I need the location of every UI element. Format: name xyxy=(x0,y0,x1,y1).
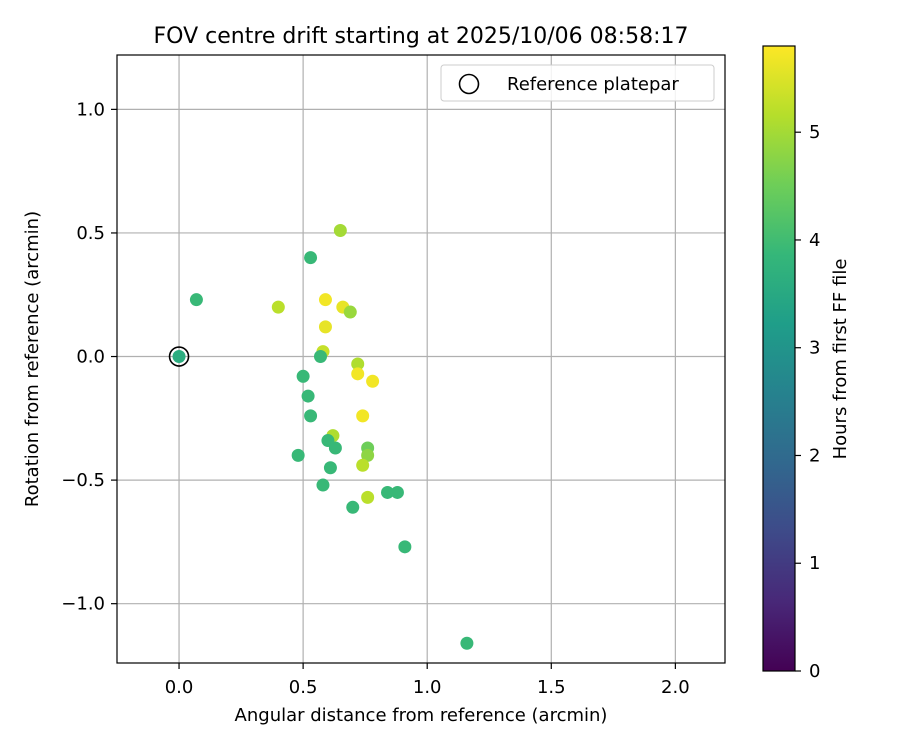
data-point xyxy=(351,367,365,381)
plot-frame xyxy=(116,54,726,664)
data-point xyxy=(328,441,342,455)
data-point xyxy=(271,300,285,314)
data-point xyxy=(189,293,203,307)
y-tick-label: 1.0 xyxy=(76,99,105,120)
data-point xyxy=(301,389,315,403)
x-axis-label: Angular distance from reference (arcmin) xyxy=(235,705,608,726)
reference-marker xyxy=(168,346,190,367)
colorbar-ticks: 0 1 2 3 4 5 xyxy=(795,122,820,682)
data-point xyxy=(398,540,412,554)
data-point xyxy=(390,485,404,499)
x-tick-label: 2.0 xyxy=(661,677,690,698)
data-point xyxy=(296,369,310,383)
data-point xyxy=(333,223,347,237)
data-point xyxy=(313,350,327,364)
data-point xyxy=(361,490,375,504)
y-tick-label: 0.5 xyxy=(76,223,105,244)
data-point xyxy=(304,251,318,265)
y-tick-label: −0.5 xyxy=(61,470,105,491)
data-point xyxy=(351,357,365,371)
colorbar-tick-label: 5 xyxy=(809,122,820,143)
axis-ticks: 0.0 0.5 1.0 1.5 2.0 1.0 0.5 0.0 −0.5 −1.0 xyxy=(61,99,689,698)
plot-area xyxy=(117,55,725,663)
colorbar: 0 1 2 3 4 5 Hours from first FF file xyxy=(762,45,851,682)
data-point xyxy=(361,448,375,462)
data-point xyxy=(346,500,360,514)
legend-label: Reference platepar xyxy=(507,74,679,95)
colorbar-tick-label: 2 xyxy=(809,445,820,466)
data-point xyxy=(318,320,332,334)
data-point xyxy=(356,409,370,423)
legend-box xyxy=(440,64,715,102)
x-tick-label: 0.5 xyxy=(289,677,318,698)
data-point xyxy=(323,461,337,475)
x-tick-label: 1.5 xyxy=(537,677,566,698)
legend: Reference platepar xyxy=(440,64,715,102)
data-point xyxy=(460,636,474,650)
grid-lines xyxy=(117,55,725,663)
y-axis-label: Rotation from reference (arcmin) xyxy=(22,211,43,507)
data-point xyxy=(316,478,330,492)
colorbar-tick-label: 1 xyxy=(809,553,820,574)
colorbar-tick-label: 3 xyxy=(809,338,820,359)
colorbar-tick-label: 4 xyxy=(809,230,820,251)
data-point xyxy=(366,374,380,388)
chart-title: FOV centre drift starting at 2025/10/06 … xyxy=(154,24,689,49)
colorbar-tick-label: 0 xyxy=(809,661,820,682)
data-points xyxy=(168,223,474,650)
y-tick-label: −1.0 xyxy=(61,594,105,615)
x-tick-label: 0.0 xyxy=(165,677,194,698)
data-point xyxy=(304,409,318,423)
x-tick-label: 1.0 xyxy=(413,677,442,698)
colorbar-gradient xyxy=(762,45,796,672)
data-point xyxy=(172,350,186,364)
legend-reference-marker xyxy=(458,73,480,95)
data-point xyxy=(291,448,305,462)
data-point xyxy=(318,293,332,307)
data-point xyxy=(343,305,357,319)
colorbar-label: Hours from first FF file xyxy=(830,259,851,460)
data-point xyxy=(356,458,370,472)
data-point xyxy=(380,485,394,499)
y-tick-label: 0.0 xyxy=(76,347,105,368)
